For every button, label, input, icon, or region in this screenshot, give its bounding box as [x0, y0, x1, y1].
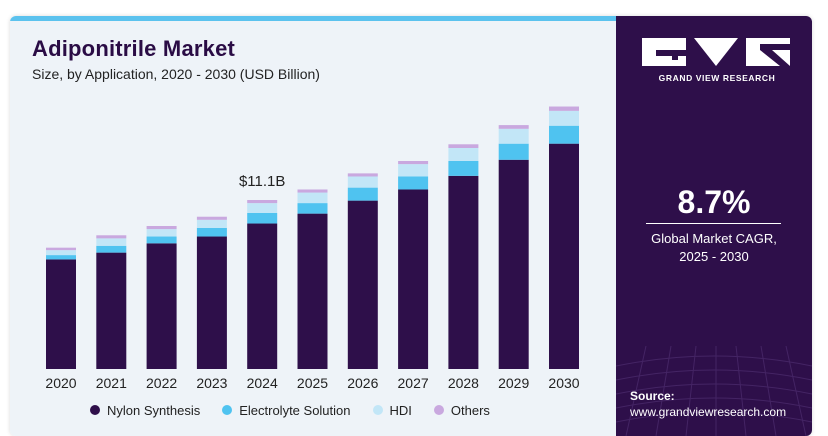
bar-electrolyte-solution-2024 [247, 213, 278, 224]
cagr-label-line1: Global Market CAGR, [651, 231, 777, 246]
legend-item-hdi: HDI [372, 402, 412, 418]
bar-electrolyte-solution-2021 [96, 245, 127, 253]
logo-text: GRAND VIEW RESEARCH [658, 73, 776, 83]
bar-others-2026 [347, 173, 378, 177]
bar-electrolyte-solution-2030 [549, 125, 579, 144]
bar-electrolyte-solution-2029 [498, 143, 529, 160]
bar-others-2021 [96, 235, 127, 239]
bar-electrolyte-solution-2023 [196, 227, 227, 237]
cagr-label-line2: 2025 - 2030 [679, 249, 749, 264]
legend-label-electrolyte-solution: Electrolyte Solution [239, 402, 351, 418]
bar-nylon-synthesis-2029 [498, 159, 529, 369]
bar-nylon-synthesis-2022 [146, 243, 177, 369]
decorative-grid [616, 346, 812, 436]
x-tick-label-2025: 2025 [297, 375, 328, 391]
bar-nylon-synthesis-2024 [247, 223, 278, 369]
chart-subtitle: Size, by Application, 2020 - 2030 (USD B… [32, 66, 320, 82]
x-tick-label-2030: 2030 [548, 375, 579, 391]
chart-legend: Nylon Synthesis Electrolyte Solution HDI… [90, 400, 490, 420]
bar-electrolyte-solution-2022 [146, 236, 177, 244]
legend-item-others: Others [433, 402, 490, 418]
bar-electrolyte-solution-2026 [347, 187, 378, 201]
bar-others-2022 [146, 226, 177, 230]
legend-swatch-nylon-synthesis [90, 405, 100, 415]
x-tick-label-2023: 2023 [196, 375, 227, 391]
bar-electrolyte-solution-2020 [46, 255, 76, 260]
infographic-card: Adiponitrile Market Size, by Application… [10, 16, 812, 436]
bar-nylon-synthesis-2025 [297, 213, 328, 369]
x-tick-label-2029: 2029 [498, 375, 529, 391]
bar-nylon-synthesis-2020 [46, 259, 76, 369]
bar-electrolyte-solution-2028 [448, 161, 479, 176]
bar-hdi-2030 [549, 110, 579, 126]
annotation-2024: $11.1B [239, 173, 285, 190]
bar-electrolyte-solution-2025 [297, 203, 328, 214]
bar-hdi-2029 [498, 128, 529, 144]
bar-nylon-synthesis-2023 [196, 236, 227, 369]
x-tick-label-2026: 2026 [347, 375, 378, 391]
legend-item-nylon-synthesis: Nylon Synthesis [90, 403, 200, 418]
bar-others-2020 [46, 247, 76, 251]
chart-title: Adiponitrile Market [32, 36, 236, 61]
x-tick-label-2021: 2021 [96, 375, 127, 391]
bar-others-2024 [247, 200, 278, 204]
x-tick-label-2024: 2024 [247, 375, 278, 391]
accent-bar [10, 16, 616, 21]
source-label: Source: [630, 389, 675, 403]
bar-hdi-2028 [448, 148, 479, 161]
bar-others-2030 [549, 106, 579, 111]
bar-electrolyte-solution-2027 [398, 176, 429, 190]
summary-panel: GRAND VIEW RESEARCH 8.7% Global Market C… [616, 16, 812, 436]
bar-hdi-2021 [96, 238, 127, 246]
bar-others-2028 [448, 144, 479, 148]
legend-swatch-electrolyte-solution [222, 405, 233, 415]
grand-view-research-logo [642, 38, 790, 66]
bar-others-2023 [196, 216, 227, 220]
chart-panel: Adiponitrile Market Size, by Application… [10, 16, 616, 436]
bar-nylon-synthesis-2028 [448, 175, 479, 369]
source-url[interactable]: www.grandviewresearch.com [630, 405, 787, 419]
x-tick-label-2020: 2020 [45, 375, 76, 391]
legend-label-nylon-synthesis: Nylon Synthesis [107, 402, 201, 418]
bar-hdi-2026 [347, 176, 378, 188]
legend-item-electrolyte-solution: Electrolyte Solution [222, 402, 351, 418]
x-tick-label-2022: 2022 [146, 375, 177, 391]
bar-nylon-synthesis-2030 [549, 143, 579, 369]
legend-swatch-others [433, 405, 444, 415]
source-note: Source: www.grandviewresearch.com [630, 388, 786, 420]
bar-nylon-synthesis-2027 [398, 189, 429, 369]
legend-label-others: Others [450, 402, 490, 418]
cagr-label: Global Market CAGR, 2025 - 2030 [616, 230, 812, 266]
bar-hdi-2025 [297, 192, 328, 204]
legend-label-hdi: HDI [389, 402, 412, 418]
bar-others-2025 [297, 189, 328, 193]
bar-hdi-2022 [146, 229, 177, 237]
legend-swatch-hdi [372, 405, 383, 415]
bar-others-2029 [498, 125, 529, 129]
x-tick-label-2028: 2028 [448, 375, 479, 391]
bar-hdi-2023 [196, 219, 227, 228]
cagr-divider [646, 223, 781, 224]
bar-nylon-synthesis-2026 [347, 200, 378, 369]
bar-hdi-2027 [398, 164, 429, 177]
bar-nylon-synthesis-2021 [96, 252, 127, 369]
bar-chart: 2020 2021 2022 2023 2024 $11.1B 2025 2026 2027 20… [45, 106, 580, 391]
x-tick-label-2027: 2027 [398, 375, 429, 391]
bar-others-2027 [398, 161, 429, 165]
bar-hdi-2024 [247, 203, 278, 213]
bar-hdi-2020 [46, 250, 76, 256]
cagr-value: 8.7% [677, 184, 751, 220]
